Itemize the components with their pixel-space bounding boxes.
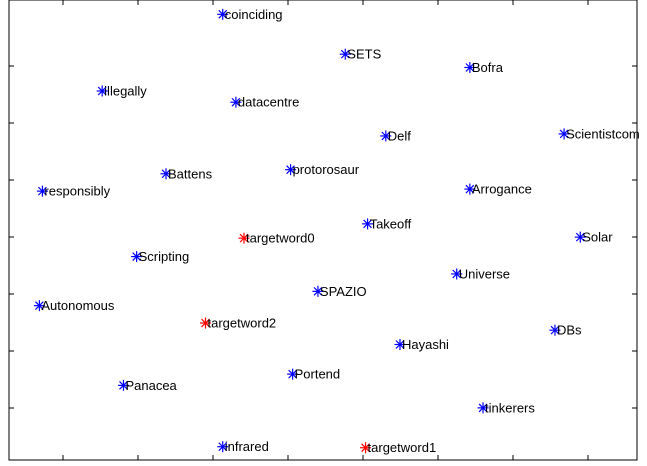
point-label: Hayashi bbox=[402, 337, 449, 352]
asterisk-marker bbox=[160, 168, 172, 180]
data-points: coinciding SETS Bofra illegally datacentre De… bbox=[33, 7, 640, 455]
word-point: SPAZIO bbox=[312, 284, 367, 299]
word-point: Takeoff bbox=[362, 216, 412, 231]
target-point: targetword2 bbox=[200, 316, 276, 331]
point-label: targetword1 bbox=[368, 440, 437, 455]
point-label: Autonomous bbox=[41, 298, 114, 313]
word-point: SETS bbox=[339, 47, 382, 62]
point-label: responsibly bbox=[44, 184, 110, 199]
plot-frame bbox=[8, 0, 638, 461]
word-point: infrared bbox=[217, 439, 269, 454]
word-point: Battens bbox=[160, 166, 213, 181]
point-label: targetword0 bbox=[246, 231, 315, 246]
word-point: Hayashi bbox=[394, 337, 449, 352]
asterisk-marker bbox=[96, 85, 108, 97]
word-point: Panacea bbox=[117, 378, 178, 393]
word-point: datacentre bbox=[230, 95, 299, 110]
target-point: targetword1 bbox=[360, 440, 436, 455]
asterisk-marker bbox=[360, 442, 372, 454]
word-point: responsibly bbox=[36, 184, 111, 199]
asterisk-marker bbox=[477, 402, 489, 414]
word-point: Bofra bbox=[464, 60, 504, 75]
word-point: protorosaur bbox=[285, 162, 360, 177]
point-label: SPAZIO bbox=[320, 284, 367, 299]
asterisk-marker bbox=[558, 128, 570, 140]
point-label: Battens bbox=[168, 166, 213, 181]
point-label: Solar bbox=[582, 230, 613, 245]
asterisk-marker bbox=[362, 218, 374, 230]
asterisk-marker bbox=[549, 324, 561, 336]
asterisk-marker bbox=[117, 379, 129, 391]
point-label: Scientistcom bbox=[566, 126, 640, 141]
asterisk-marker bbox=[312, 285, 324, 297]
word-point: Portend bbox=[287, 367, 340, 382]
asterisk-marker bbox=[131, 251, 143, 263]
asterisk-marker bbox=[464, 61, 476, 73]
point-label: Bofra bbox=[472, 60, 504, 75]
target-point: targetword0 bbox=[238, 231, 315, 246]
point-label: Scripting bbox=[139, 249, 190, 264]
asterisk-marker bbox=[287, 368, 299, 380]
word-point: Universe bbox=[451, 266, 510, 281]
word-point: Scientistcom bbox=[558, 126, 640, 141]
point-label: Takeoff bbox=[370, 216, 412, 231]
asterisk-marker bbox=[339, 48, 351, 60]
point-label: Delf bbox=[388, 128, 412, 143]
point-label: Arrogance bbox=[472, 182, 532, 197]
point-label: illegally bbox=[104, 83, 147, 98]
word-point: Delf bbox=[380, 128, 411, 143]
asterisk-marker bbox=[574, 231, 586, 243]
asterisk-marker bbox=[464, 183, 476, 195]
point-label: datacentre bbox=[238, 95, 299, 110]
word-point: Arrogance bbox=[464, 182, 532, 197]
word-point: DBs bbox=[549, 323, 582, 338]
asterisk-marker bbox=[285, 164, 297, 176]
word-point: coinciding bbox=[217, 7, 283, 22]
point-label: infrared bbox=[225, 439, 269, 454]
axis-ticks bbox=[9, 0, 637, 460]
asterisk-marker bbox=[238, 232, 250, 244]
asterisk-marker bbox=[394, 338, 406, 350]
point-label: targetword2 bbox=[208, 316, 277, 331]
asterisk-marker bbox=[217, 441, 229, 453]
point-label: Panacea bbox=[125, 378, 177, 393]
word-point: illegally bbox=[96, 83, 147, 98]
point-label: Universe bbox=[459, 266, 510, 281]
word-point: Autonomous bbox=[33, 298, 115, 313]
asterisk-marker bbox=[451, 268, 463, 280]
asterisk-marker bbox=[33, 300, 45, 312]
asterisk-marker bbox=[200, 317, 212, 329]
word-point: tinkerers bbox=[477, 400, 535, 415]
asterisk-marker bbox=[230, 96, 242, 108]
point-label: tinkerers bbox=[485, 400, 535, 415]
word-point: Scripting bbox=[131, 249, 189, 264]
point-label: DBs bbox=[557, 323, 582, 338]
asterisk-marker bbox=[36, 185, 48, 197]
asterisk-marker bbox=[217, 8, 229, 20]
point-label: protorosaur bbox=[293, 162, 360, 177]
point-label: SETS bbox=[347, 47, 381, 62]
asterisk-marker bbox=[380, 130, 392, 142]
point-label: coinciding bbox=[225, 7, 283, 22]
point-label: Portend bbox=[295, 367, 341, 382]
word-point: Solar bbox=[574, 230, 613, 245]
